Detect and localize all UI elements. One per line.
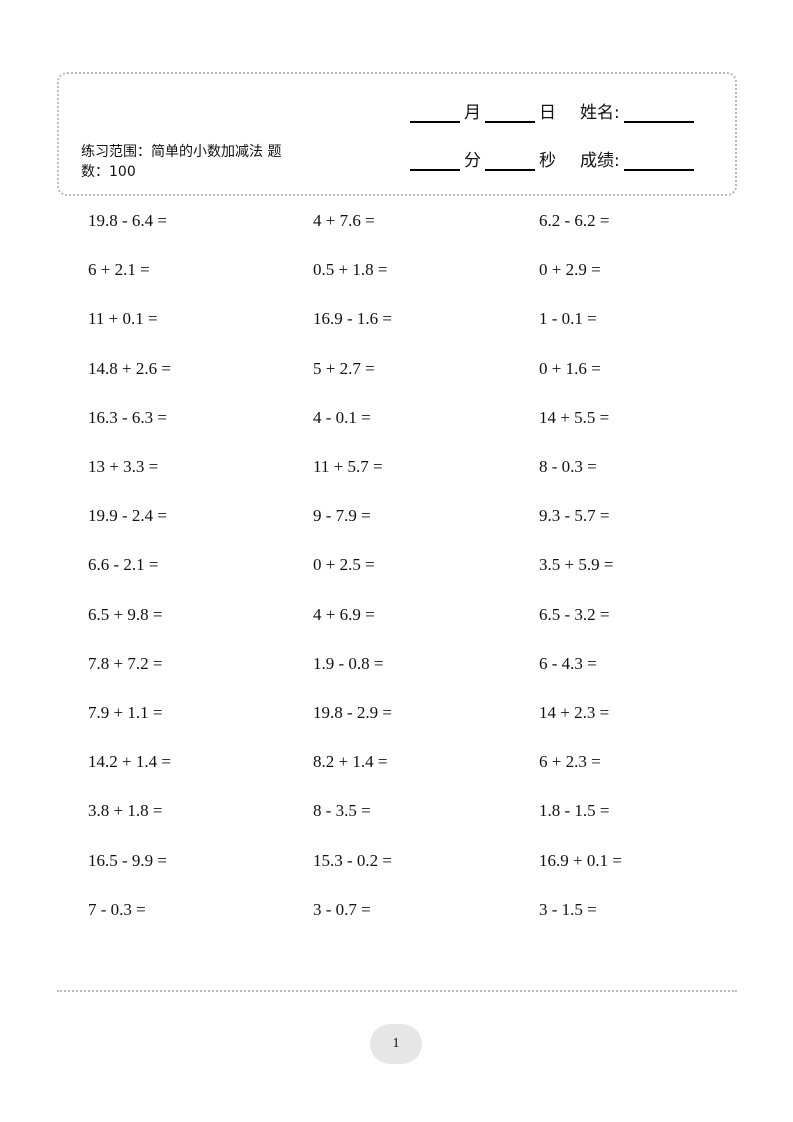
problem: 16.5 - 9.9 =: [88, 850, 167, 870]
name-blank[interactable]: [623, 120, 694, 123]
problem: 6.6 - 2.1 =: [88, 555, 159, 575]
problem: 3.5 + 5.9 =: [539, 555, 614, 575]
header-box: 练习范围：简单的小数加减法 题数：100 月 日 姓名: 分 秒 成绩:: [57, 72, 737, 196]
date-name-row: 月 日 姓名:: [406, 98, 698, 123]
problem: 4 + 6.9 =: [313, 604, 375, 624]
problem: 8 - 0.3 =: [539, 457, 597, 476]
problem: 14.8 + 2.6 =: [88, 358, 171, 378]
problem: 4 - 0.1 =: [313, 407, 371, 427]
problem: 16.3 - 6.3 =: [88, 407, 167, 427]
problem: 3 - 0.7 =: [313, 899, 371, 919]
score-label: 成绩:: [580, 151, 620, 171]
day-blank[interactable]: [485, 120, 535, 123]
problem: 5 + 2.7 =: [313, 358, 375, 378]
day-label: 日: [539, 103, 556, 123]
problem: 7.9 + 1.1 =: [88, 703, 163, 722]
problem: 1.9 - 0.8 =: [313, 653, 384, 673]
month-label: 月: [464, 103, 481, 123]
problem: 6.5 - 3.2 =: [539, 604, 610, 624]
problem: 6.2 - 6.2 =: [539, 211, 610, 230]
problem: 11 + 0.1 =: [88, 309, 158, 329]
footer-divider: [57, 990, 737, 992]
problem: 3 - 1.5 =: [539, 899, 597, 919]
problem: 13 + 3.3 =: [88, 457, 159, 476]
problem: 8.2 + 1.4 =: [313, 752, 388, 772]
problem: 0.5 + 1.8 =: [313, 260, 388, 280]
problem: 6 - 4.3 =: [539, 653, 597, 673]
page-number: 1: [370, 1024, 422, 1064]
month-blank[interactable]: [410, 120, 460, 123]
problem: 6 + 2.3 =: [539, 752, 601, 772]
score-blank[interactable]: [623, 168, 694, 171]
minute-blank[interactable]: [410, 168, 460, 171]
problem: 19.9 - 2.4 =: [88, 506, 167, 526]
problem: 4 + 7.6 =: [313, 211, 375, 230]
problem: 1.8 - 1.5 =: [539, 801, 610, 821]
problem: 14 + 2.3 =: [539, 703, 610, 722]
problem: 3.8 + 1.8 =: [88, 801, 163, 821]
problem: 0 + 2.5 =: [313, 555, 375, 575]
problem: 15.3 - 0.2 =: [313, 850, 392, 870]
practice-range: 练习范围：简单的小数加减法 题数：100: [81, 144, 282, 180]
problem: 9.3 - 5.7 =: [539, 506, 610, 526]
problem: 6 + 2.1 =: [88, 260, 150, 280]
problem: 0 + 2.9 =: [539, 260, 601, 280]
name-label: 姓名:: [580, 103, 620, 123]
problem: 16.9 + 0.1 =: [539, 850, 622, 870]
problem: 9 - 7.9 =: [313, 506, 371, 526]
minute-label: 分: [464, 151, 481, 171]
problem: 7 - 0.3 =: [88, 899, 146, 919]
time-score-row: 分 秒 成绩:: [406, 146, 698, 171]
second-label: 秒: [539, 151, 556, 171]
problem: 11 + 5.7 =: [313, 457, 383, 476]
problem: 14 + 5.5 =: [539, 407, 610, 427]
problem: 7.8 + 7.2 =: [88, 653, 163, 673]
problem: 16.9 - 1.6 =: [313, 309, 392, 329]
problem: 1 - 0.1 =: [539, 309, 597, 329]
problem: 8 - 3.5 =: [313, 801, 371, 821]
problem: 19.8 - 6.4 =: [88, 211, 167, 230]
second-blank[interactable]: [485, 168, 535, 171]
problem: 14.2 + 1.4 =: [88, 752, 171, 772]
problem: 0 + 1.6 =: [539, 358, 601, 378]
problem: 6.5 + 9.8 =: [88, 604, 163, 624]
problem: 19.8 - 2.9 =: [313, 703, 392, 722]
